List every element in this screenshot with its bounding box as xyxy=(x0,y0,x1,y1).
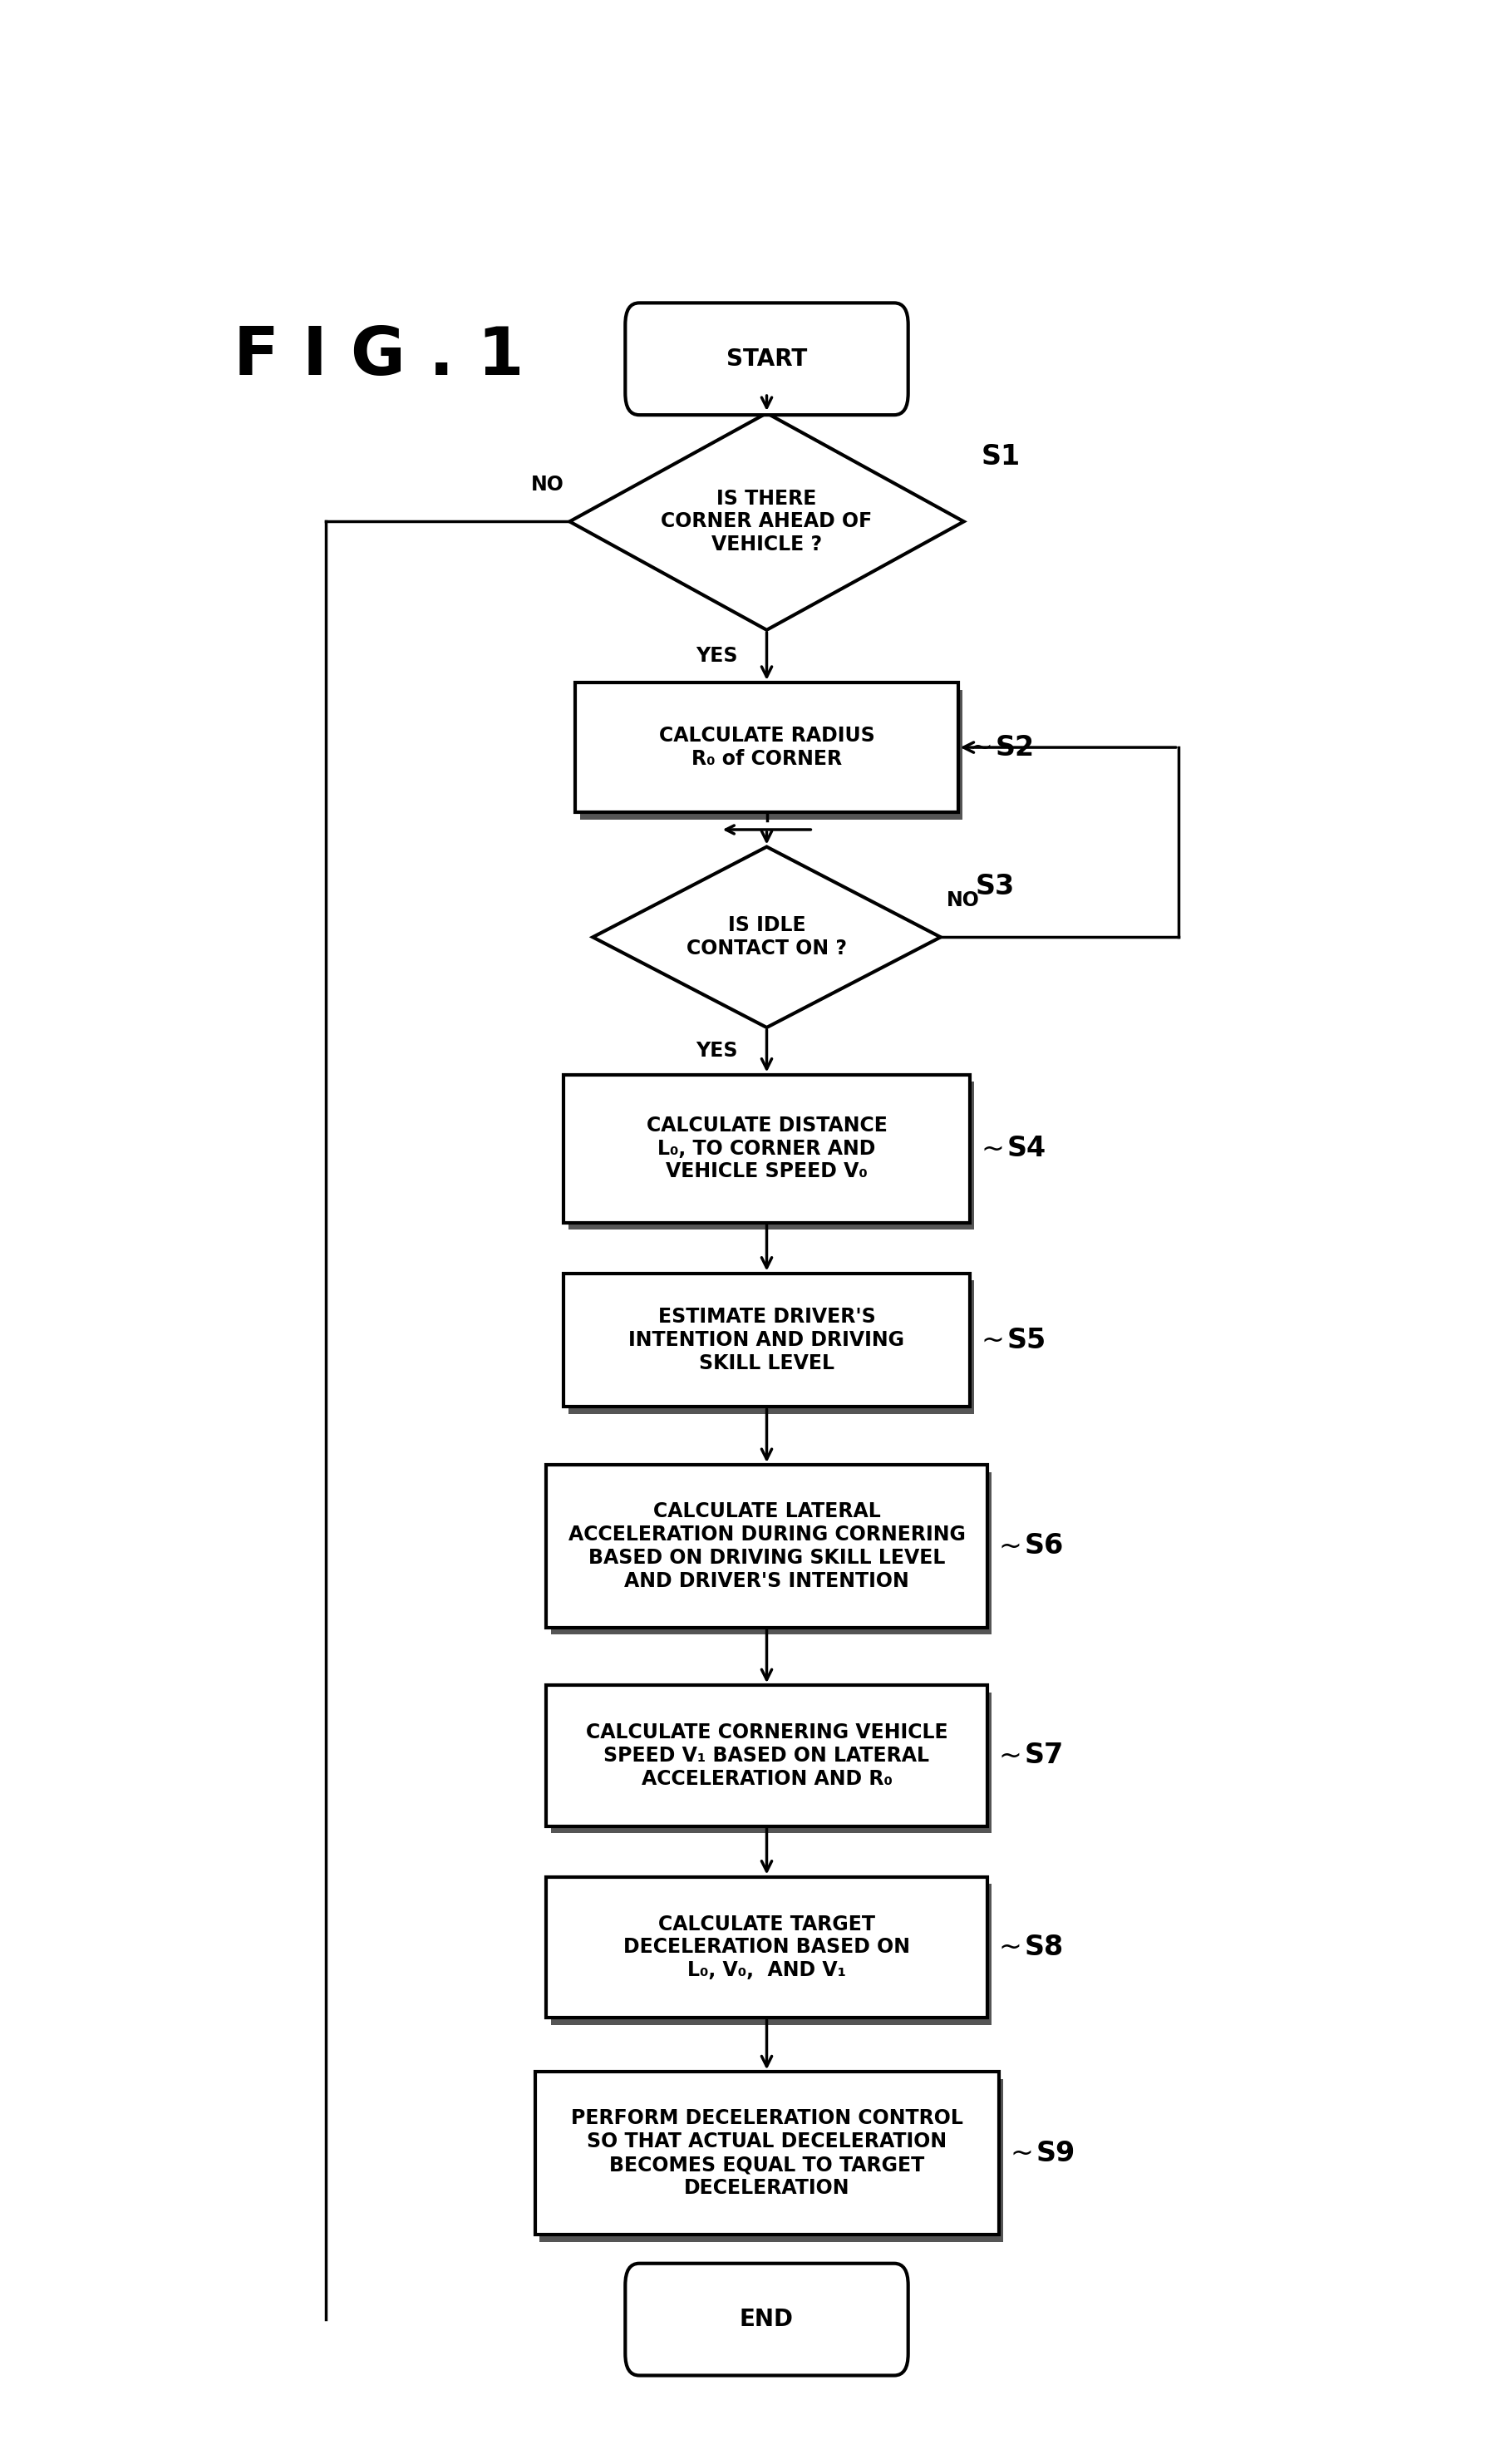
Text: END: END xyxy=(739,2309,794,2331)
FancyBboxPatch shape xyxy=(625,2264,908,2375)
Bar xyxy=(551,1471,992,1634)
Text: YES: YES xyxy=(696,646,738,665)
Bar xyxy=(568,1082,974,1230)
Bar xyxy=(540,2080,1004,2242)
Text: ~: ~ xyxy=(1010,2139,1034,2166)
Text: F I G . 1: F I G . 1 xyxy=(233,325,524,389)
Bar xyxy=(551,1885,992,2025)
FancyBboxPatch shape xyxy=(625,303,908,414)
Text: CALCULATE LATERAL
ACCELERATION DURING CORNERING
BASED ON DRIVING SKILL LEVEL
AND: CALCULATE LATERAL ACCELERATION DURING CO… xyxy=(568,1501,965,1592)
Text: S5: S5 xyxy=(1007,1326,1046,1353)
Text: CALCULATE RADIUS
R₀ of CORNER: CALCULATE RADIUS R₀ of CORNER xyxy=(658,727,875,769)
Text: S4: S4 xyxy=(1007,1136,1046,1163)
Text: ESTIMATE DRIVER'S
INTENTION AND DRIVING
SKILL LEVEL: ESTIMATE DRIVER'S INTENTION AND DRIVING … xyxy=(628,1306,905,1372)
Text: S6: S6 xyxy=(1025,1533,1064,1560)
Bar xyxy=(546,1685,987,1826)
Text: ~: ~ xyxy=(999,1934,1022,1961)
Text: S2: S2 xyxy=(995,734,1034,761)
Bar xyxy=(576,683,957,813)
Bar xyxy=(564,1074,969,1222)
Bar xyxy=(551,1693,992,1833)
Bar xyxy=(546,1464,987,1626)
Text: IS IDLE
CONTACT ON ?: IS IDLE CONTACT ON ? xyxy=(687,917,847,958)
Bar xyxy=(546,1878,987,2018)
Text: S3: S3 xyxy=(975,872,1014,899)
Bar xyxy=(536,2072,999,2235)
Text: START: START xyxy=(726,347,808,370)
Text: S7: S7 xyxy=(1025,1742,1064,1769)
Text: ~: ~ xyxy=(969,734,993,761)
Polygon shape xyxy=(592,848,941,1027)
Bar xyxy=(564,1274,969,1407)
Text: ~: ~ xyxy=(999,1742,1022,1769)
Text: ~: ~ xyxy=(981,1136,1004,1163)
Text: CALCULATE DISTANCE
L₀, TO CORNER AND
VEHICLE SPEED V₀: CALCULATE DISTANCE L₀, TO CORNER AND VEH… xyxy=(646,1116,887,1183)
Text: NO: NO xyxy=(531,476,564,495)
Text: ~: ~ xyxy=(981,1326,1004,1353)
Text: CALCULATE TARGET
DECELERATION BASED ON
L₀, V₀,  AND V₁: CALCULATE TARGET DECELERATION BASED ON L… xyxy=(624,1915,910,1981)
Text: IS THERE
CORNER AHEAD OF
VEHICLE ?: IS THERE CORNER AHEAD OF VEHICLE ? xyxy=(661,488,872,554)
Text: YES: YES xyxy=(696,1040,738,1062)
Polygon shape xyxy=(570,414,963,631)
Bar xyxy=(580,690,962,821)
Text: S8: S8 xyxy=(1025,1934,1064,1961)
Bar xyxy=(568,1281,974,1414)
Text: S1: S1 xyxy=(981,444,1020,471)
Text: ~: ~ xyxy=(999,1533,1022,1560)
Text: PERFORM DECELERATION CONTROL
SO THAT ACTUAL DECELERATION
BECOMES EQUAL TO TARGET: PERFORM DECELERATION CONTROL SO THAT ACT… xyxy=(570,2109,963,2198)
Text: CALCULATE CORNERING VEHICLE
SPEED V₁ BASED ON LATERAL
ACCELERATION AND R₀: CALCULATE CORNERING VEHICLE SPEED V₁ BAS… xyxy=(585,1722,948,1789)
Text: S9: S9 xyxy=(1035,2139,1076,2166)
Text: NO: NO xyxy=(947,890,980,909)
